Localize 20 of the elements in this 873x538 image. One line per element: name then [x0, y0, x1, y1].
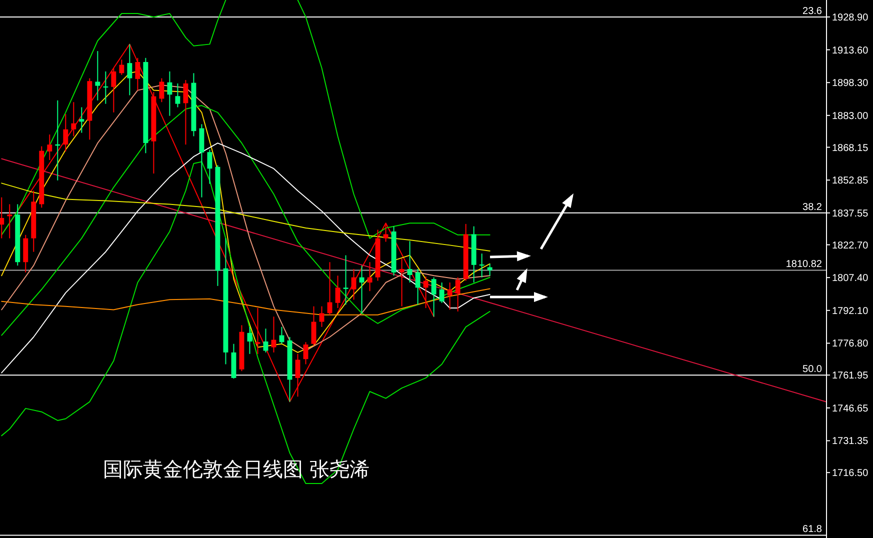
y-tick-label: 1852.85 — [832, 176, 869, 187]
y-tick-label: 1761.95 — [832, 370, 869, 382]
annotation: 50.0 — [802, 364, 822, 376]
y-tick-label: 1898.30 — [832, 78, 869, 90]
y-tick-label: 1807.40 — [832, 273, 869, 284]
annotation: 38.2 — [802, 202, 822, 213]
y-tick-label: 1792.10 — [832, 306, 869, 317]
y-tick-label: 1837.55 — [832, 208, 869, 220]
annotation: 61.8 — [802, 524, 822, 536]
ref-line-label: 1810.82 — [786, 259, 822, 270]
y-tick-label: 1868.15 — [832, 142, 869, 154]
y-tick-label: 1731.35 — [832, 436, 869, 448]
y-tick-label: 1928.90 — [832, 12, 869, 24]
y-tick-label: 1913.60 — [832, 45, 869, 56]
annotation: 23.6 — [802, 6, 822, 17]
y-tick-label: 1716.50 — [832, 468, 869, 480]
y-tick-label: 1746.65 — [832, 403, 869, 414]
y-tick-label: 1822.70 — [832, 240, 869, 252]
y-tick-label: 1883.00 — [832, 110, 869, 122]
y-tick-label: 1776.80 — [832, 338, 869, 350]
